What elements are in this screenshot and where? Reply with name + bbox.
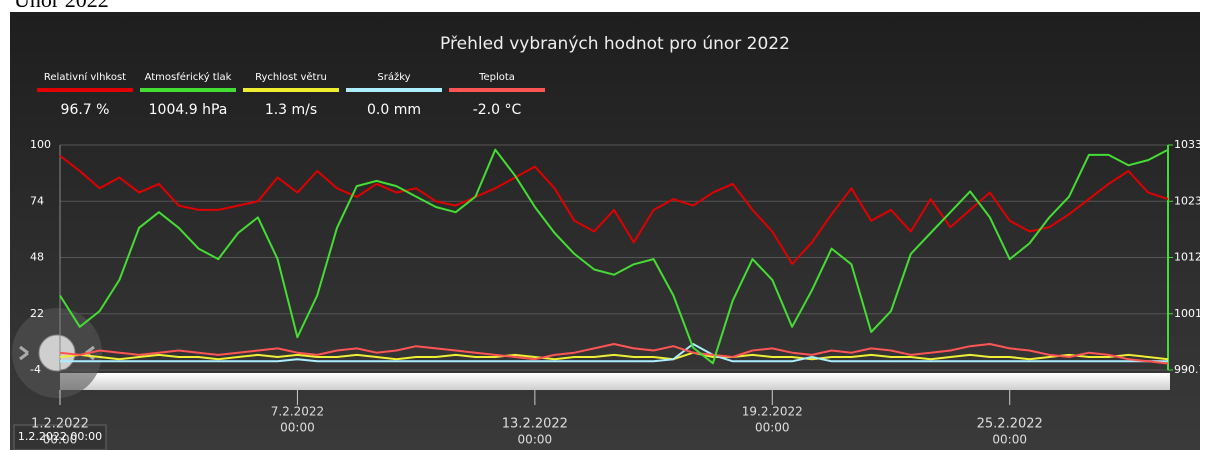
x-tick-label: 1.2.2022 (31, 417, 89, 432)
x-tick-label: 00:00 (43, 433, 78, 447)
navigator-arrows[interactable] (19, 345, 95, 361)
x-tick-label: 00:00 (992, 433, 1027, 447)
page-heading: Únor 2022 (14, 0, 109, 12)
legend-label: Atmosférický tlak (145, 71, 232, 83)
x-tick-label: 19.2.2022 (742, 405, 803, 419)
series-line (59, 351, 1169, 361)
series-line (59, 343, 1169, 365)
y2-tick-label: 990.7 (1174, 363, 1206, 376)
x-tick-label: 00:00 (280, 421, 315, 435)
tooltip-box (13, 424, 107, 450)
y-tick-label: 74 (30, 194, 44, 207)
scrollbar (60, 373, 1170, 390)
legend-swatch (37, 88, 133, 92)
y2-tick-label: 1033.9 (1174, 138, 1213, 151)
y2-tick-label: 1012.3 (1174, 251, 1213, 264)
tooltip: 1.2.2022 00:00 (18, 430, 102, 443)
y-tick-label: 100 (30, 138, 51, 151)
y-tick-label: 48 (30, 251, 44, 264)
series-line (59, 148, 1169, 365)
y-tick-label: 22 (30, 307, 44, 320)
x-tick-label: 00:00 (755, 421, 790, 435)
legend-swatch (140, 88, 236, 92)
legend-value: 0.0 mm (367, 102, 421, 118)
legend-swatch (346, 88, 442, 92)
x-tick-label: 25.2.2022 (977, 417, 1043, 432)
legend-label: Teplota (478, 72, 515, 83)
legend-label: Relativní vlhkost (44, 71, 126, 83)
legend-value: 1.3 m/s (265, 102, 317, 118)
x-tick-label: 00:00 (518, 433, 553, 447)
x-tick-label: 7.2.2022 (271, 405, 324, 419)
legend-value: -2.0 °C (473, 102, 522, 118)
y2-tick-label: 1001.5 (1174, 307, 1213, 320)
legend-swatch (449, 88, 545, 92)
legend-swatch (243, 88, 339, 92)
legend-label: Srážky (377, 71, 410, 83)
legend-value: 96.7 % (61, 102, 110, 118)
chart-title: Přehled vybraných hodnot pro únor 2022 (440, 34, 790, 54)
legend-label: Rychlost větru (255, 71, 327, 83)
y2-tick-label: 1023.1 (1174, 194, 1213, 207)
x-tick-label: 13.2.2022 (502, 417, 568, 432)
series-line (60, 343, 1168, 363)
y-tick-label: -4 (30, 363, 41, 376)
legend-value: 1004.9 hPa (149, 102, 228, 118)
series-line (59, 155, 1169, 265)
